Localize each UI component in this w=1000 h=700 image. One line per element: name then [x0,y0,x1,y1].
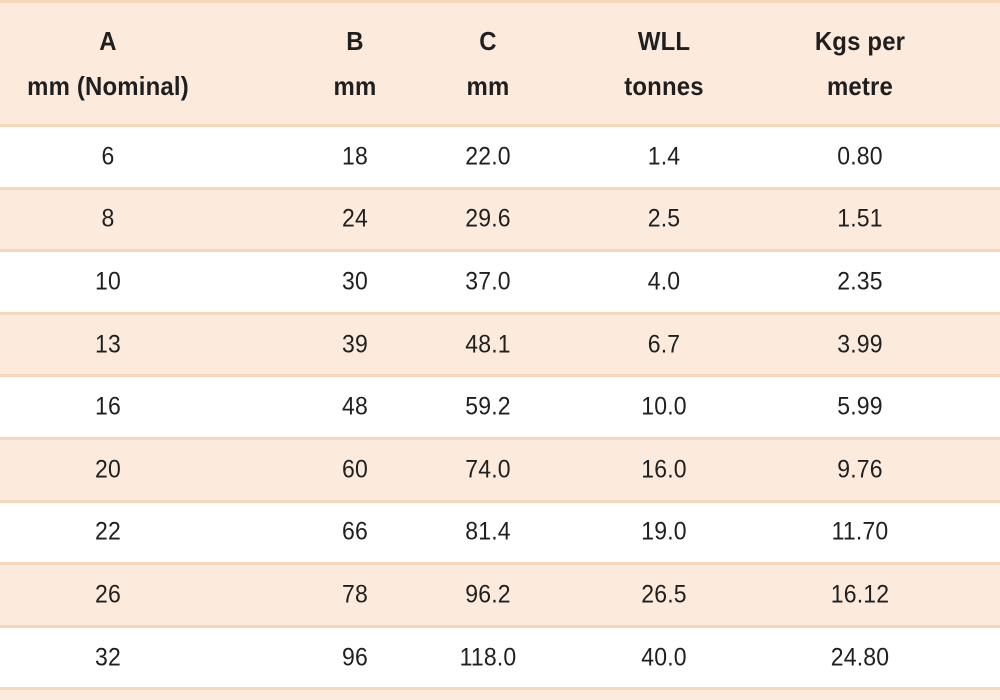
cell-c-mm: 118.0 [459,643,517,672]
cell-a-mm: 16 [95,392,121,421]
table-row: 22 66 81.4 19.0 11.70 [0,502,1000,566]
cell-c-mm: 81.4 [465,517,511,546]
column-header-wll-line2: tonnes [624,70,704,101]
cell-b-mm: 96 [342,643,368,672]
column-header-wll-line1: WLL [637,25,691,56]
cell-wll-tonnes: 4.0 [647,267,681,296]
table-row: 10 30 37.0 4.0 2.35 [0,252,1000,315]
cell-b-mm: 78 [342,580,368,609]
cell-c-mm: 96.2 [465,580,511,609]
cell-c-mm: 37.0 [465,267,511,296]
cell-kgs-per-metre: 24.80 [830,643,890,672]
cell-b-mm: 66 [342,517,368,546]
table-header-row: A mm (Nominal) B mm C mm WLL tonnes Kgs … [0,3,1000,127]
cell-b-mm: 39 [342,330,368,359]
column-header-b-line2: mm [333,70,377,101]
column-header-c: C mm [467,19,510,109]
cell-kgs-per-metre: 1.51 [837,204,883,233]
cell-b-mm: 18 [342,142,368,171]
cell-b-mm: 24 [342,204,368,233]
cell-wll-tonnes: 6.7 [647,330,681,359]
cell-wll-tonnes: 40.0 [641,643,687,672]
cell-kgs-per-metre: 3.99 [837,330,883,359]
cell-c-mm: 29.6 [465,204,511,233]
column-header-kgs-line2: metre [826,70,894,101]
table-row: 8 24 29.6 2.5 1.51 [0,189,1000,253]
cell-c-mm: 22.0 [465,142,511,171]
cell-wll-tonnes: 26.5 [641,580,687,609]
cell-kgs-per-metre: 2.35 [837,267,883,296]
cell-a-mm: 10 [95,267,121,296]
column-header-a: A mm (Nominal) [27,19,189,109]
cell-wll-tonnes: 19.0 [641,517,687,546]
column-header-kgs: Kgs per metre [815,19,905,109]
cell-c-mm: 59.2 [465,392,511,421]
cell-a-mm: 6 [101,142,115,171]
column-header-a-line2: mm (Nominal) [27,70,189,101]
table-row: 32 96 118.0 40.0 24.80 [0,627,1000,691]
table-row: 13 39 48.1 6.7 3.99 [0,314,1000,378]
cell-a-mm: 22 [95,517,121,546]
cell-b-mm: 48 [342,392,368,421]
cell-a-mm: 13 [95,330,121,359]
table-row: 16 48 59.2 10.0 5.99 [0,377,1000,440]
table-body: 6 18 22.0 1.4 0.80 8 24 29.6 2.5 1.51 10… [0,127,1000,691]
cell-kgs-per-metre: 11.70 [831,517,889,546]
table-row: 6 18 22.0 1.4 0.80 [0,127,1000,190]
cell-a-mm: 8 [101,204,115,233]
table-row: 26 78 96.2 26.5 16.12 [0,565,1000,628]
column-header-kgs-line1: Kgs per [814,25,906,56]
cell-wll-tonnes: 2.5 [647,204,681,233]
cell-b-mm: 30 [342,267,368,296]
cell-kgs-per-metre: 0.80 [837,142,883,171]
column-header-b-line1: B [346,25,364,56]
cell-kgs-per-metre: 5.99 [837,392,883,421]
cell-wll-tonnes: 10.0 [641,392,687,421]
column-header-wll: WLL tonnes [624,19,704,109]
cell-kgs-per-metre: 16.12 [830,580,890,609]
cell-a-mm: 20 [95,455,121,484]
column-header-c-line1: C [479,25,497,56]
cell-a-mm: 26 [95,580,121,609]
cell-a-mm: 32 [95,643,121,672]
cell-wll-tonnes: 16.0 [641,455,687,484]
table-row: 20 60 74.0 16.0 9.76 [0,439,1000,503]
column-header-a-line1: A [99,25,117,56]
column-header-c-line2: mm [466,70,510,101]
cell-b-mm: 60 [342,455,368,484]
cell-kgs-per-metre: 9.76 [837,455,883,484]
cell-c-mm: 74.0 [465,455,511,484]
cell-c-mm: 48.1 [465,330,511,359]
cell-wll-tonnes: 1.4 [647,142,681,171]
bottom-strip [0,690,1000,700]
column-header-b: B mm [334,19,377,109]
